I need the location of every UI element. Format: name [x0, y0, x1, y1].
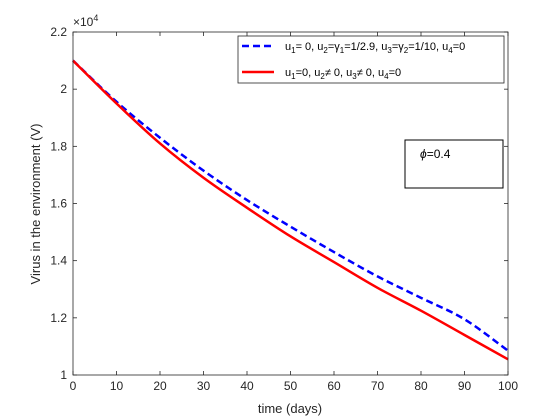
x-tick-label: 30 [197, 379, 211, 393]
annotation-text: ϕ=0.4 [420, 147, 451, 161]
x-tick-label: 60 [327, 379, 341, 393]
y-tick-label: 1.4 [50, 254, 67, 268]
y-tick-label: 1 [60, 368, 67, 382]
x-tick-label: 20 [153, 379, 167, 393]
x-tick-label: 10 [110, 379, 124, 393]
y-tick-label: 2.2 [50, 25, 67, 39]
annotation-box: ϕ=0.4 [404, 139, 504, 189]
y-axis-label: Virus in the environment (V) [28, 124, 43, 285]
x-tick-label: 100 [498, 379, 518, 393]
series-line-1 [72, 59, 509, 352]
x-tick-label: 70 [371, 379, 385, 393]
y-tick-label: 1.2 [50, 311, 67, 325]
x-axis-label: time (days) [258, 401, 322, 416]
series-layer [72, 59, 509, 361]
y-tick-label: 2 [60, 82, 67, 96]
legend: u1= 0, u2=γ1=1/2.9, u3=γ2=1/10, u4=0 u1=… [237, 35, 505, 84]
x-tick-label: 50 [284, 379, 298, 393]
axes-layer: 0 10 20 30 40 50 60 70 80 90 100 1 1.2 1.4 1.6 1.8 2 2.2 [50, 25, 518, 393]
x-tick-label: 90 [458, 379, 472, 393]
y-tick-label: 1.8 [50, 139, 67, 153]
y-tick-label: 1.6 [50, 197, 67, 211]
x-tick-label: 0 [70, 379, 77, 393]
legend-box [237, 35, 505, 84]
annotation-border [404, 139, 504, 189]
legend-entry-series-1: u1= 0, u2=γ1=1/2.9, u3=γ2=1/10, u4=0 [285, 41, 465, 55]
legend-entry-series-2: u1=0, u2≠ 0, u3≠ 0, u4=0 [285, 67, 401, 81]
x-tick-label: 80 [414, 379, 428, 393]
x-tick-label: 40 [240, 379, 254, 393]
series-line-2 [72, 59, 509, 361]
y-axis-exponent: ×104 [73, 13, 98, 29]
